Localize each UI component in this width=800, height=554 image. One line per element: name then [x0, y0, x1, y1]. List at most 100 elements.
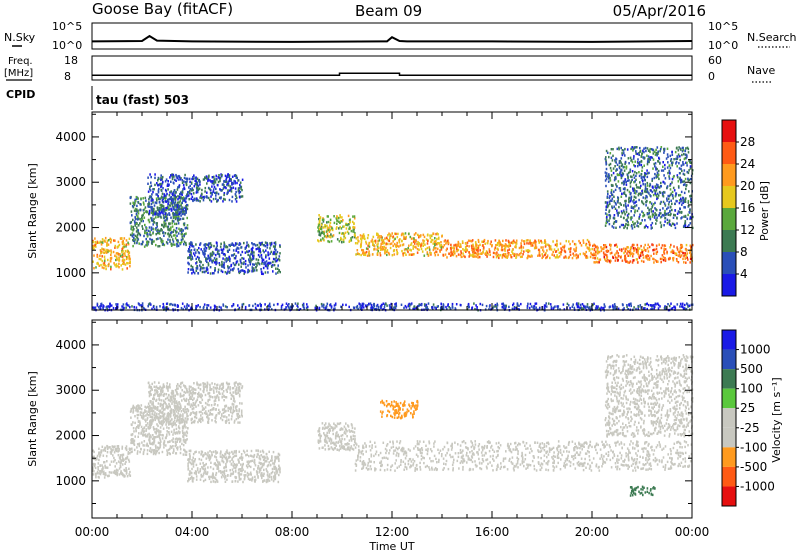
echo-cell [621, 149, 624, 152]
echo-cell [181, 179, 183, 182]
echo-cell [237, 267, 240, 271]
echo-cell [106, 307, 108, 311]
echo-cell [655, 222, 657, 225]
echo-cell [648, 184, 651, 188]
echo-cell [117, 450, 119, 453]
echo-cell [344, 236, 347, 240]
echo-cell [645, 190, 647, 194]
echo-cell [683, 191, 686, 195]
echo-cell [405, 253, 407, 256]
echo-cell [585, 254, 588, 258]
echo-cell [544, 245, 547, 248]
echo-cell [169, 238, 171, 242]
echo-cell [653, 189, 655, 192]
echo-cell [174, 234, 176, 237]
echo-cell [550, 307, 553, 311]
echo-cell [103, 251, 105, 254]
echo-cell [684, 206, 686, 209]
echo-cell [429, 236, 432, 240]
echo-cell [319, 226, 322, 229]
echo-cell [687, 201, 690, 204]
echo-cell [274, 247, 276, 250]
echo-cell [219, 245, 222, 248]
echo-cell [93, 244, 96, 247]
echo-cell [118, 467, 121, 470]
freq-trace [92, 72, 692, 77]
echo-cell [355, 253, 357, 256]
echo-cell [571, 256, 574, 260]
echo-cell [449, 254, 452, 257]
echo-cell [172, 181, 175, 184]
echo-cell [537, 248, 540, 252]
echo-cell [646, 154, 648, 157]
echo-cell [167, 207, 170, 210]
echo-cell [207, 243, 209, 247]
echo-cell [266, 265, 269, 269]
echo-cell [98, 264, 101, 267]
echo-cell [198, 258, 200, 261]
echo-cell [474, 241, 477, 244]
echo-cell [326, 232, 329, 236]
echo-cell [545, 256, 547, 260]
echo-cell [213, 257, 216, 260]
echo-cell [345, 227, 348, 230]
echo-cell [157, 195, 159, 198]
echo-cell [96, 241, 99, 244]
echo-cell [140, 219, 142, 223]
echo-cell [662, 258, 665, 262]
echo-cell [317, 223, 320, 226]
echo-cell [453, 250, 456, 253]
echo-cell [352, 306, 355, 309]
echo-cell [677, 149, 680, 152]
echo-cell [608, 173, 610, 176]
echo-cell [323, 230, 325, 233]
echo-cell [176, 201, 179, 204]
echo-cell [141, 225, 143, 228]
echo-cell [267, 304, 269, 308]
echo-cell [92, 455, 94, 459]
echo-cell [567, 256, 570, 260]
echo-cell [403, 306, 405, 310]
echo-cell [496, 304, 499, 307]
freq-panel-frame [91, 55, 693, 81]
echo-cell [278, 255, 281, 258]
echo-cell [333, 215, 335, 218]
echo-cell [654, 172, 656, 176]
echo-cell [676, 212, 679, 215]
power-scale-tick-label: 24 [740, 157, 755, 171]
echo-cell [456, 249, 458, 253]
echo-cell [608, 219, 610, 222]
echo-cell [494, 239, 497, 242]
echo-cell [373, 303, 375, 306]
echo-cell [104, 263, 106, 267]
echo-cell [122, 242, 125, 245]
echo-cell [162, 208, 165, 211]
echo-cell [182, 308, 184, 311]
echo-cell [113, 469, 116, 473]
echo-cell [663, 244, 666, 247]
echo-cell [353, 233, 356, 236]
echo-cell [442, 305, 445, 309]
echo-cell [101, 241, 104, 244]
echo-cell [367, 234, 370, 237]
echo-cell [183, 305, 186, 308]
echo-cell [431, 306, 433, 309]
echo-cell [607, 180, 610, 183]
echo-cell [237, 187, 240, 190]
echo-cell [636, 220, 639, 223]
echo-cell [597, 305, 599, 308]
echo-cell [640, 176, 643, 179]
echo-cell [167, 202, 169, 206]
echo-cell [109, 304, 111, 307]
echo-cell [675, 199, 677, 203]
echo-cell [671, 190, 674, 194]
echo-cell [352, 225, 355, 229]
echo-cell [408, 304, 411, 307]
echo-cell [156, 223, 158, 226]
echo-cell [614, 175, 617, 179]
echo-cell [515, 246, 517, 249]
echo-cell [297, 302, 299, 305]
echo-cell [140, 304, 143, 307]
echo-cell [139, 423, 141, 426]
echo-cell [191, 177, 193, 181]
